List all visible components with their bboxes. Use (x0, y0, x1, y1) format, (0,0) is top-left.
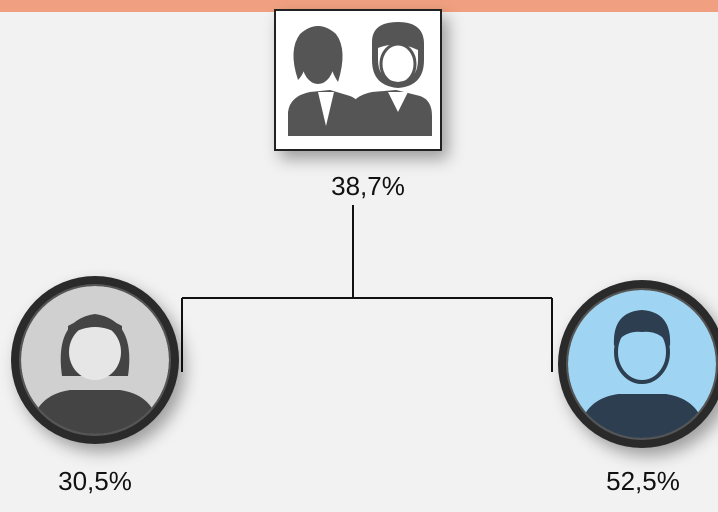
connector (181, 205, 553, 372)
man-icon (558, 280, 718, 448)
woman-icon (11, 276, 179, 444)
couple-icon (274, 9, 442, 151)
top-bar (0, 0, 718, 12)
node-label: 52,5% (606, 466, 680, 496)
node-label: 38,7% (331, 171, 405, 201)
node-label: 30,5% (58, 466, 132, 496)
